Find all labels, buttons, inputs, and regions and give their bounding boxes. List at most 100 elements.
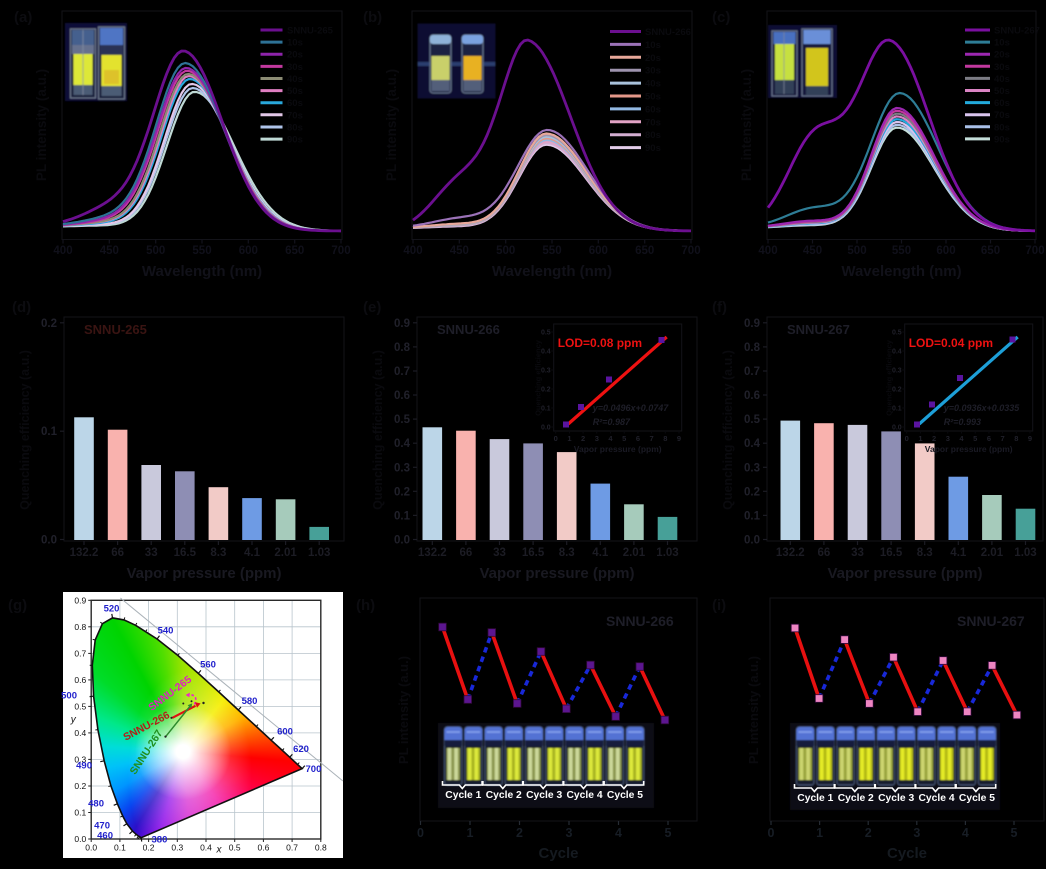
svg-text:0.9: 0.9	[744, 318, 760, 330]
svg-text:33: 33	[851, 547, 864, 559]
svg-text:600: 600	[239, 245, 258, 257]
svg-text:Cycle 2: Cycle 2	[486, 790, 522, 801]
svg-text:8: 8	[1014, 434, 1018, 443]
svg-text:550: 550	[192, 245, 211, 257]
svg-text:33: 33	[145, 547, 158, 559]
svg-text:490: 490	[76, 761, 92, 772]
svg-text:SNNU-266: SNNU-266	[437, 322, 500, 337]
svg-text:8.3: 8.3	[917, 547, 933, 559]
svg-text:70s: 70s	[994, 110, 1010, 121]
svg-text:(b): (b)	[363, 9, 382, 26]
svg-text:y=0.0496x+0.0747: y=0.0496x+0.0747	[592, 403, 670, 413]
svg-text:40s: 40s	[994, 74, 1010, 85]
svg-text:0.2: 0.2	[744, 486, 760, 498]
svg-text:0.3: 0.3	[892, 368, 902, 375]
svg-text:Vapor pressure (ppm): Vapor pressure (ppm)	[479, 565, 634, 582]
svg-text:16.5: 16.5	[522, 547, 545, 559]
svg-text:0.2: 0.2	[41, 318, 57, 330]
svg-text:PL intensity (a.u.): PL intensity (a.u.)	[384, 69, 399, 181]
svg-text:0.3: 0.3	[541, 368, 551, 375]
svg-text:0.4: 0.4	[744, 438, 761, 450]
svg-text:Cycle 1: Cycle 1	[797, 793, 833, 804]
svg-text:50s: 50s	[645, 92, 661, 103]
svg-text:0.2: 0.2	[892, 387, 902, 394]
svg-text:0.1: 0.1	[541, 406, 551, 413]
svg-text:LOD=0.04 ppm: LOD=0.04 ppm	[909, 336, 993, 350]
svg-text:66: 66	[111, 547, 124, 559]
svg-text:0.5: 0.5	[394, 414, 411, 426]
svg-text:20s: 20s	[287, 50, 303, 61]
svg-text:400: 400	[53, 245, 72, 257]
svg-text:20s: 20s	[645, 53, 661, 64]
svg-text:0: 0	[768, 826, 775, 840]
svg-text:(a): (a)	[14, 9, 32, 26]
svg-text:0.3: 0.3	[394, 462, 410, 474]
svg-text:0.5: 0.5	[74, 701, 86, 711]
svg-text:0.8: 0.8	[744, 342, 761, 354]
svg-text:90s: 90s	[994, 134, 1010, 145]
svg-text:0.2: 0.2	[143, 843, 155, 853]
svg-text:50s: 50s	[287, 86, 303, 97]
svg-text:SNNU-267: SNNU-267	[787, 322, 850, 337]
svg-text:550: 550	[892, 245, 911, 257]
svg-text:30s: 30s	[994, 62, 1010, 73]
svg-text:30s: 30s	[645, 66, 661, 77]
svg-text:40s: 40s	[287, 74, 303, 85]
svg-text:0.0: 0.0	[74, 834, 86, 844]
svg-text:1.03: 1.03	[308, 547, 330, 559]
svg-text:480: 480	[88, 799, 104, 810]
svg-text:600: 600	[936, 245, 955, 257]
svg-text:0: 0	[905, 434, 909, 443]
svg-text:3: 3	[566, 826, 573, 840]
svg-text:10s: 10s	[645, 40, 661, 51]
svg-text:3: 3	[946, 434, 950, 443]
svg-text:2.01: 2.01	[623, 547, 646, 559]
svg-text:500: 500	[496, 245, 515, 257]
svg-text:0.4: 0.4	[394, 438, 411, 450]
svg-text:Quenching efficiency (a.u.): Quenching efficiency (a.u.)	[18, 350, 32, 510]
svg-text:SNNU-266: SNNU-266	[121, 709, 172, 744]
svg-text:90s: 90s	[645, 143, 661, 154]
svg-text:2.01: 2.01	[981, 547, 1004, 559]
svg-text:33: 33	[493, 547, 506, 559]
svg-text:550: 550	[542, 245, 561, 257]
svg-text:0.6: 0.6	[257, 843, 269, 853]
svg-text:PL intensity (a.u.): PL intensity (a.u.)	[739, 69, 754, 181]
svg-text:Cycle 2: Cycle 2	[838, 793, 874, 804]
svg-text:70s: 70s	[645, 117, 661, 128]
svg-text:0.5: 0.5	[892, 330, 902, 337]
svg-text:0: 0	[417, 826, 424, 840]
svg-text:(i): (i)	[712, 597, 726, 614]
svg-text:2: 2	[581, 434, 585, 443]
svg-text:PL intensity (a.u.): PL intensity (a.u.)	[34, 69, 49, 181]
svg-text:450: 450	[450, 245, 469, 257]
svg-text:y: y	[70, 715, 77, 726]
svg-text:(f): (f)	[712, 299, 727, 316]
svg-text:0.6: 0.6	[744, 390, 760, 402]
svg-text:620: 620	[293, 744, 309, 755]
svg-text:16.5: 16.5	[880, 547, 903, 559]
svg-text:500: 500	[146, 245, 165, 257]
svg-text:4.1: 4.1	[592, 547, 609, 559]
svg-text:80s: 80s	[287, 122, 303, 133]
svg-text:470: 470	[94, 821, 110, 832]
svg-text:0.7: 0.7	[744, 366, 760, 378]
svg-text:5: 5	[973, 434, 977, 443]
svg-text:3: 3	[913, 826, 920, 840]
svg-text:5: 5	[665, 826, 672, 840]
svg-text:Vapor pressure (ppm): Vapor pressure (ppm)	[925, 444, 1013, 454]
svg-text:0.1: 0.1	[114, 843, 126, 853]
svg-text:0.9: 0.9	[394, 318, 410, 330]
svg-text:8.3: 8.3	[559, 547, 575, 559]
svg-text:0.4: 0.4	[892, 349, 902, 356]
svg-text:132.2: 132.2	[70, 547, 99, 559]
svg-text:540: 540	[158, 626, 174, 637]
svg-text:4: 4	[615, 826, 622, 840]
svg-text:650: 650	[285, 245, 304, 257]
svg-text:0.5: 0.5	[541, 330, 551, 337]
svg-text:600: 600	[277, 727, 293, 738]
svg-text:80s: 80s	[994, 122, 1010, 133]
svg-text:80s: 80s	[645, 130, 661, 141]
svg-text:10s: 10s	[287, 38, 303, 49]
svg-text:4.1: 4.1	[244, 547, 261, 559]
